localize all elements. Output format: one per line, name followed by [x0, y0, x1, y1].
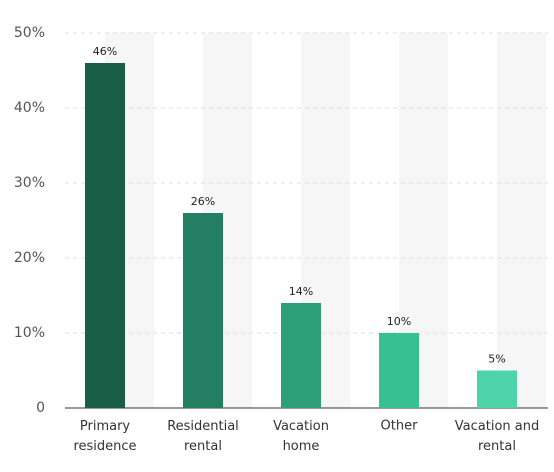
value-label: 10%: [387, 315, 411, 328]
x-tick-label: Vacation home: [273, 419, 329, 454]
value-label: 46%: [93, 45, 117, 58]
x-tick-label: Other: [381, 419, 419, 434]
y-tick-label: 40%: [14, 100, 45, 116]
value-label: 14%: [289, 285, 313, 298]
value-label: 26%: [191, 195, 215, 208]
bar: [477, 370, 517, 408]
x-tick-label: Primary residence: [73, 419, 136, 454]
bar: [379, 333, 419, 408]
y-tick-label: 20%: [14, 250, 45, 266]
column-band: [497, 33, 546, 408]
bar: [183, 213, 223, 408]
bar: [281, 303, 321, 408]
x-tick-label: Vacation and rental: [455, 419, 539, 454]
x-tick-label: Residential rental: [167, 419, 239, 454]
y-tick-label: 30%: [14, 175, 45, 191]
bar: [85, 63, 125, 408]
value-label: 5%: [488, 353, 505, 366]
y-tick-label: 50%: [14, 25, 45, 41]
y-tick-label: 0: [36, 400, 45, 416]
y-tick-label: 10%: [14, 325, 45, 341]
